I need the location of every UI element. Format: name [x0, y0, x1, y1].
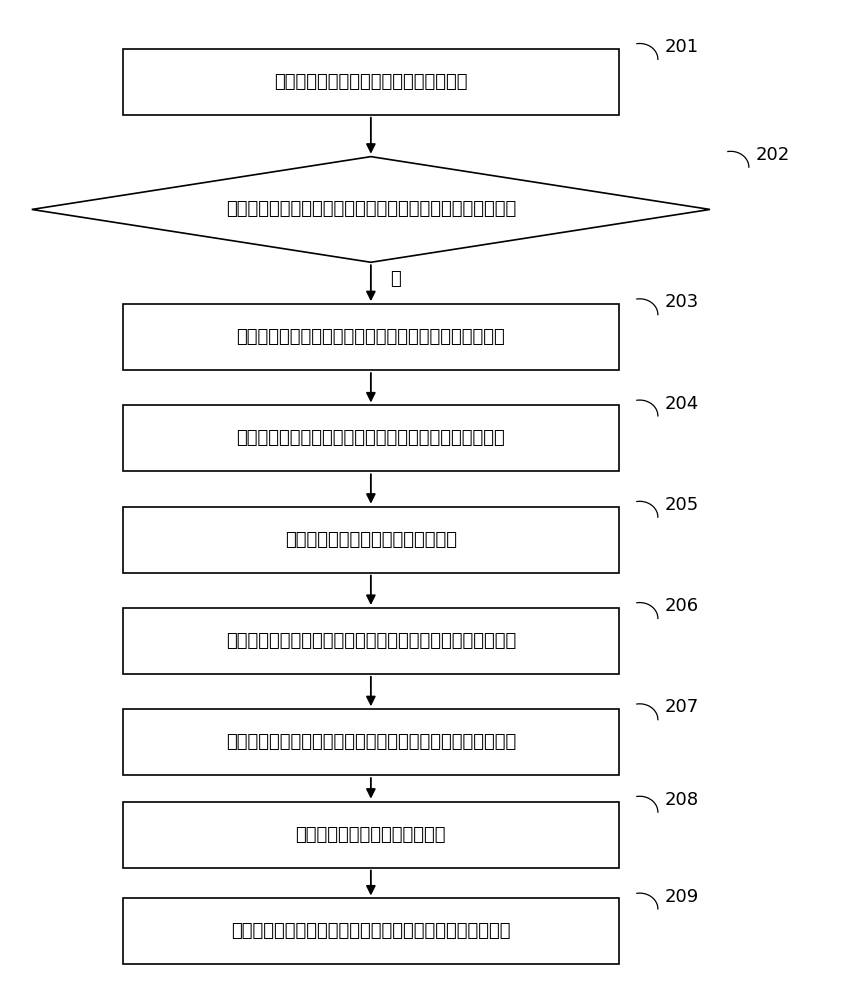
Text: 当目标区域为多个时，获取最先发生火灾的首个目标区域: 当目标区域为多个时，获取最先发生火灾的首个目标区域 [236, 429, 505, 447]
Bar [123, 802, 619, 868]
Text: 208: 208 [664, 791, 699, 809]
Text: 205: 205 [664, 496, 699, 514]
Text: 启动与待处理设备对应的待处理备用设备并关闭待处理设备: 启动与待处理设备对应的待处理备用设备并关闭待处理设备 [231, 922, 510, 940]
Text: 209: 209 [664, 888, 699, 906]
Text: 是: 是 [390, 270, 401, 288]
Text: 判断多个区域中的至少一个区域的传感数据是否大于预设阈值: 判断多个区域中的至少一个区域的传感数据是否大于预设阈值 [225, 200, 516, 218]
Text: 获取用户输入的火灾处理指令，火灾处理指令包括待处理区域: 获取用户输入的火灾处理指令，火灾处理指令包括待处理区域 [225, 733, 516, 751]
Bar [123, 608, 619, 674]
Text: 启动与首批目标设备对应的首批备用设备并关闭首批目标设备: 启动与首批目标设备对应的首批备用设备并关闭首批目标设备 [225, 632, 516, 650]
Bar [123, 709, 619, 775]
Text: 206: 206 [664, 597, 699, 615]
Bar [123, 304, 619, 370]
Text: 204: 204 [664, 395, 699, 413]
Polygon shape [32, 157, 710, 262]
Text: 将大于预设阈值的传感数据所对应的区域确定为目标区域: 将大于预设阈值的传感数据所对应的区域确定为目标区域 [236, 328, 505, 346]
Text: 203: 203 [664, 293, 699, 311]
Text: 202: 202 [755, 146, 790, 164]
Bar [123, 49, 619, 115]
Text: 207: 207 [664, 698, 699, 716]
Text: 根据待处理区域获取待处理设备: 根据待处理区域获取待处理设备 [296, 826, 446, 844]
Text: 201: 201 [664, 38, 699, 56]
Bar [123, 507, 619, 573]
Bar [123, 405, 619, 471]
Text: 实时获取核电厂中的多个区域的传感数据: 实时获取核电厂中的多个区域的传感数据 [274, 73, 468, 91]
Text: 根据首个目标区域获取首批目标设备: 根据首个目标区域获取首批目标设备 [285, 531, 457, 549]
Bar [123, 898, 619, 964]
